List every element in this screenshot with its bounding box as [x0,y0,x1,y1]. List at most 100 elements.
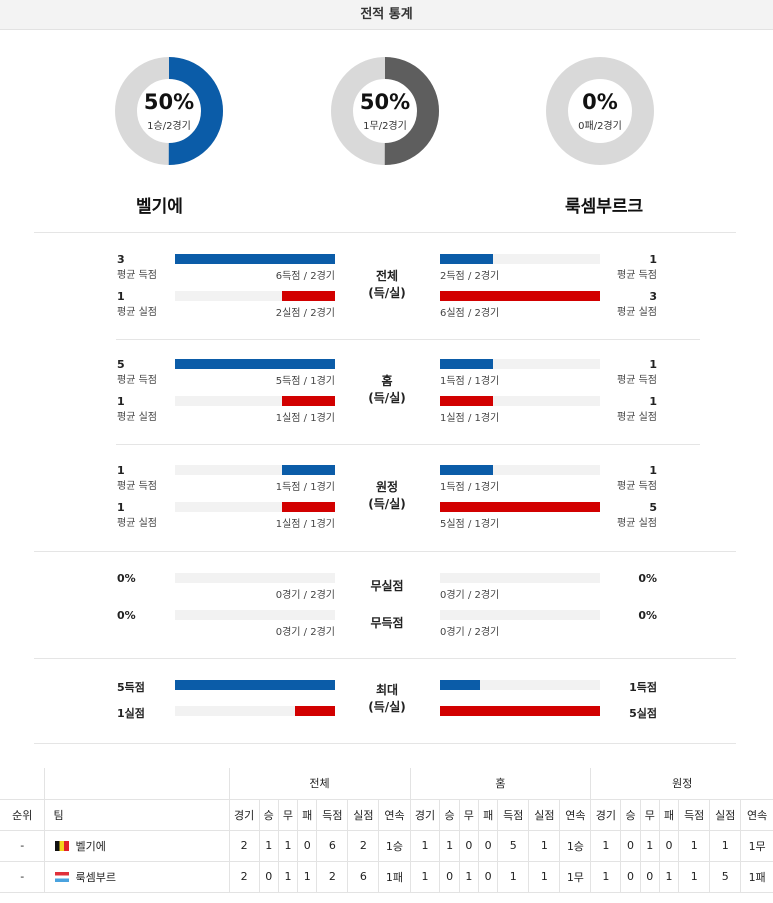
divider [34,743,736,744]
home-scored-value: 3 [117,253,125,266]
home-scored-bar [282,465,335,475]
draw-record: 1무/2경기 [363,121,407,132]
home-conceded-label: 평균 실점 [117,412,157,423]
home-conceded-label: 평균 실점 [117,518,157,529]
stat-cell: 0 [639,860,660,893]
column-header: 연속 [740,798,773,831]
home-scored-bar [175,359,335,369]
home-scored-caption: 6득점 / 2경기 [275,271,335,282]
away-scored-bar [440,254,493,264]
stat-cell: 1 [639,829,660,862]
away-scored-label: 평균 득점 [617,481,657,492]
column-header: 패 [477,798,499,831]
away-conceded-bar-track [440,396,600,406]
away-clean-bar-track [440,610,600,620]
column-header: 경기 [590,798,622,831]
away-scored-bar [440,359,493,369]
divider [34,232,736,233]
column-header: 승 [258,798,279,831]
table-row[interactable]: - 벨기에 2 1 1 0 6 2 1승 1 1 0 0 5 1 1승 1 0 1 0 1 1 1무 [0,829,773,862]
home-clean-bar-track [175,610,335,620]
away-scored-caption: 2득점 / 2경기 [440,271,500,282]
home-conceded-bar-track [175,502,335,512]
divider [116,444,700,445]
away-team-name: 룩셈부르크 [565,197,644,217]
column-header: 득점 [316,798,349,831]
home-scored-value: 5 [117,358,125,371]
stat-cell: 0 [458,829,480,862]
stat-cell: 1 [590,860,622,893]
rank-cell: - [0,860,46,893]
away-conceded-caption: 1실점 / 1경기 [440,413,500,424]
away-scored-label: 평균 득점 [617,270,657,281]
column-header: 승 [439,798,460,831]
group-header-away: 원정 [590,768,773,800]
home-clean-value: 0% [117,609,136,622]
away-max-scored-bar-track [440,680,600,690]
stat-cell: 1 [497,860,530,893]
loss-percent: 0% [582,90,618,114]
section-label: 홈 (득/실) [347,373,427,407]
stat-cell: 1 [528,829,561,862]
stat-cell: 1 [709,829,742,862]
rank-cell: - [0,829,46,862]
section-label-main: 홈 [381,374,393,388]
home-clean-value: 0% [117,572,136,585]
section-label: 원정 (득/실) [347,479,427,513]
home-conceded-label: 평균 실점 [117,307,157,318]
home-conceded-bar-track [175,396,335,406]
away-max-scored-value: 1득점 [629,681,657,694]
column-header: 무 [639,798,660,831]
home-conceded-value: 1 [117,395,125,408]
home-conceded-caption: 2실점 / 2경기 [275,308,335,319]
home-conceded-bar-track [175,291,335,301]
stat-cell: 0 [258,860,279,893]
away-conceded-value: 5 [649,501,657,514]
column-header: 경기 [409,798,441,831]
stat-cell: 1 [590,829,622,862]
away-clean-value: 0% [638,572,657,585]
home-max-scored-value: 5득점 [117,681,145,694]
stat-cell: 0 [477,829,499,862]
away-scored-caption: 1득점 / 1경기 [440,482,500,493]
away-scored-value: 1 [649,464,657,477]
stat-cell: 1 [409,860,441,893]
column-header: 연속 [378,798,411,831]
away-conceded-bar [440,502,600,512]
blank-header [44,768,230,800]
team-cell[interactable]: 벨기에 [44,829,230,862]
away-conceded-value: 1 [649,395,657,408]
column-header: 무 [277,798,299,831]
away-conceded-bar [440,396,493,406]
column-header: 득점 [678,798,711,831]
section-label-main: 원정 [375,480,399,494]
away-conceded-caption: 6실점 / 2경기 [440,308,500,319]
home-conceded-bar [282,502,335,512]
stat-cell: 2 [316,860,349,893]
win-percent: 50% [143,90,195,114]
away-conceded-label: 평균 실점 [617,412,657,423]
section-label-sub: (득/실) [368,286,406,300]
team-header: 팀 [44,798,230,831]
team-cell[interactable]: 룩셈부르 [44,860,230,893]
stat-cell: 1무 [740,829,773,862]
home-conceded-value: 1 [117,501,125,514]
stat-cell: 5 [709,860,742,893]
section-label-sub: (득/실) [368,391,406,405]
stat-cell: 0 [297,829,318,862]
home-scored-bar-track [175,465,335,475]
stat-cell: 1 [409,829,441,862]
away-clean-caption: 0경기 / 2경기 [440,590,500,601]
table-row[interactable]: - 룩셈부르 2 0 1 1 2 6 1패 1 0 1 0 1 1 1무 1 0 0 1 1 5 1패 [0,860,773,893]
win-record: 1승/2경기 [147,121,191,132]
home-team-name: 벨기에 [136,197,183,217]
away-conceded-value: 3 [649,290,657,303]
column-header: 득점 [497,798,530,831]
away-conceded-caption: 5실점 / 1경기 [440,519,500,530]
stat-cell: 5 [497,829,530,862]
stat-cell: 1 [258,829,279,862]
home-scored-label: 평균 득점 [117,270,157,281]
column-header: 실점 [528,798,561,831]
divider [34,551,736,552]
section-title: 전적 통계 [0,0,773,30]
